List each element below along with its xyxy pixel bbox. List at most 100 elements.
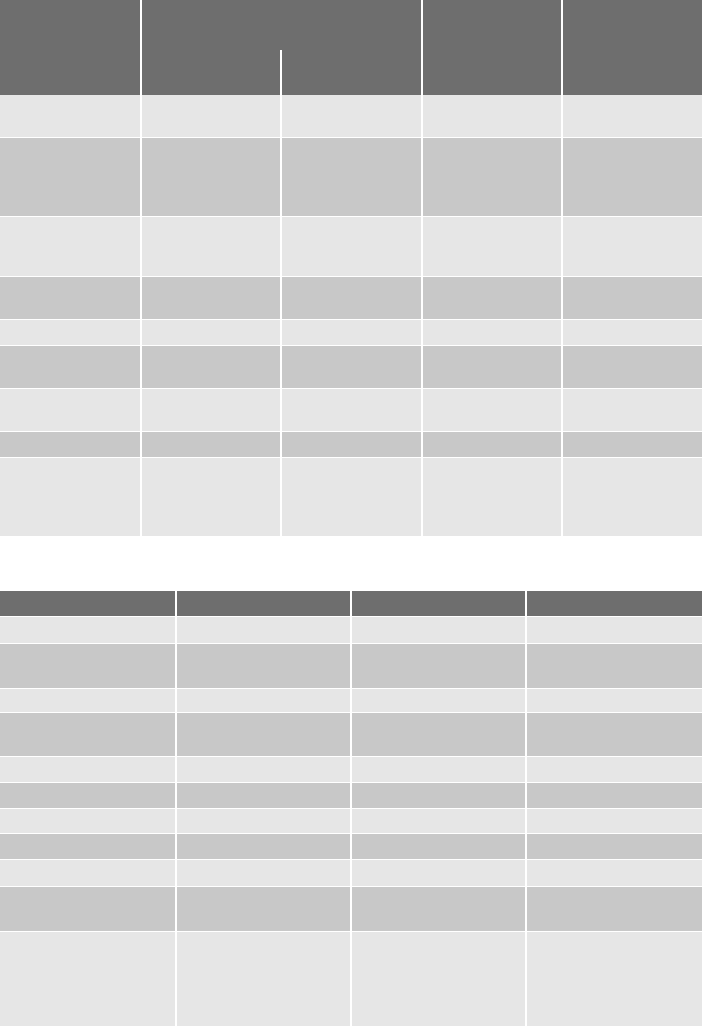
table-cell [527,689,702,712]
table-header-cell [423,0,561,95]
table-cell [527,783,702,808]
table-cell [0,617,175,643]
table-cell [142,95,280,137]
table-cell [527,617,702,643]
table-cell [0,689,175,712]
table-header-cell [563,0,702,95]
table-cell [527,757,702,782]
table-cell [423,432,561,457]
table-cell [0,713,175,756]
table-cell [563,138,702,216]
table-cell [352,887,525,931]
table-cell [177,932,350,1026]
table-cell [527,834,702,859]
table-cell [177,713,350,756]
table-cell [0,346,140,388]
table-cell [142,138,280,216]
table-cell [423,217,561,276]
table-cell [563,320,702,345]
table-cell [352,783,525,808]
table-header-cell [352,591,525,616]
table-header-cell [142,50,280,95]
table-cell [177,860,350,886]
table-cell [352,860,525,886]
table-cell [352,834,525,859]
table-cell [563,389,702,431]
table-cell [423,95,561,137]
table-cell [142,432,280,457]
table-cell [282,320,421,345]
table-cell [142,389,280,431]
table-cell [282,458,421,536]
table-cell [177,617,350,643]
table-cell [352,757,525,782]
table-cell [142,217,280,276]
table-cell [352,932,525,1026]
table-cell [282,346,421,388]
table-cell [282,432,421,457]
table-cell [423,458,561,536]
table-cell [423,389,561,431]
table-cell [142,320,280,345]
table-cell [177,757,350,782]
table-header-cell [527,591,702,616]
table-cell [0,138,140,216]
table-cell [142,458,280,536]
table-cell [527,644,702,688]
table-cell [352,644,525,688]
table-cell [282,389,421,431]
table-cell [282,217,421,276]
table-cell [563,217,702,276]
table-cell [0,783,175,808]
table-cell [0,432,140,457]
table-cell [563,277,702,319]
table-cell [177,644,350,688]
table-cell [0,277,140,319]
table-cell [0,95,140,137]
table-cell [282,95,421,137]
table-cell [0,320,140,345]
table-cell [352,689,525,712]
table-cell [527,887,702,931]
table-cell [0,458,140,536]
table-cell [282,138,421,216]
table-header-cell [0,0,140,95]
table-header-cell [0,591,175,616]
table-cell [0,217,140,276]
table-cell [0,809,175,833]
table-header-cell [282,50,421,95]
table-cell [0,932,175,1026]
table-cell [563,458,702,536]
table-cell [423,320,561,345]
table-cell [0,757,175,782]
table-cell [527,860,702,886]
table-cell [177,809,350,833]
table-cell [423,277,561,319]
table-cell [0,644,175,688]
table-cell [282,277,421,319]
table-cell [527,809,702,833]
table-cell [352,809,525,833]
table-header-cell [177,591,350,616]
table-cell [177,887,350,931]
table-cell [142,346,280,388]
table-header-cell [142,0,421,50]
table-cell [177,834,350,859]
table-cell [0,389,140,431]
table-cell [177,783,350,808]
table-cell [0,887,175,931]
table-cell [563,432,702,457]
table-cell [352,617,525,643]
table-cell [177,689,350,712]
table-cell [352,713,525,756]
table-cell [527,713,702,756]
table-cell [0,860,175,886]
table-cell [527,932,702,1026]
table-cell [142,277,280,319]
table-cell [563,346,702,388]
table-cell [423,346,561,388]
table-cell [0,834,175,859]
table-cell [423,138,561,216]
